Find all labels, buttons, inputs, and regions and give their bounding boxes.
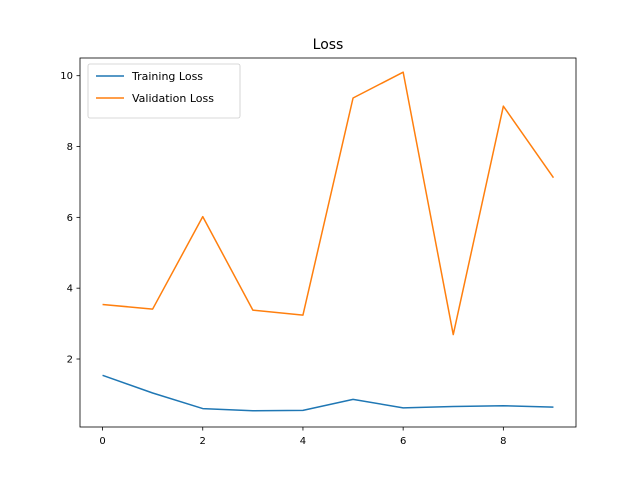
- x-tick-label: 4: [300, 436, 306, 447]
- validation-loss-line: [102, 71, 555, 336]
- y-tick-label: 2: [67, 355, 73, 366]
- axes-frame: [79, 57, 577, 428]
- legend-box: [87, 63, 241, 119]
- x-tick-label: 6: [400, 436, 406, 447]
- legend: Training Loss Validation Loss: [87, 63, 241, 119]
- x-tick-label: 2: [200, 436, 206, 447]
- chart-title: Loss: [313, 37, 344, 53]
- legend-label-training-loss: Training Loss: [131, 70, 203, 83]
- training-loss-line: [102, 374, 554, 412]
- y-tick-label: 8: [67, 142, 73, 153]
- x-tick-label: 0: [99, 436, 105, 447]
- legend-label-validation-loss: Validation Loss: [132, 92, 214, 105]
- y-tick-label: 6: [67, 213, 73, 224]
- y-tick-label: 10: [60, 71, 73, 82]
- x-tick-label: 8: [500, 436, 506, 447]
- y-tick-label: 4: [67, 284, 73, 295]
- plot-area: 0 2 4 6 8 2 4 6 8 10: [60, 57, 577, 447]
